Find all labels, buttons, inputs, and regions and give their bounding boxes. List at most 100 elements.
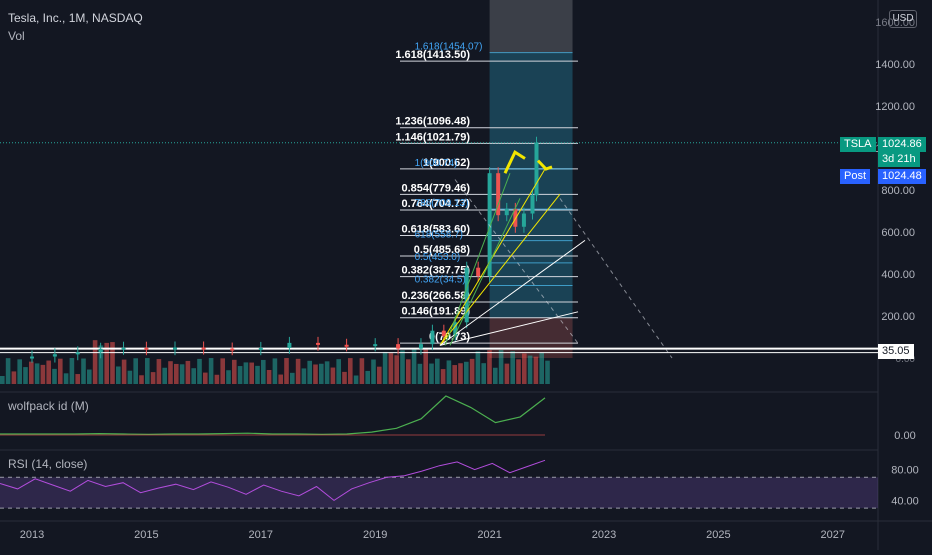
volume-bar xyxy=(185,360,191,384)
post-price-value: 1024.48 xyxy=(878,169,926,184)
candle-body xyxy=(121,347,126,350)
volume-bar xyxy=(197,358,202,384)
volume-bar xyxy=(481,363,486,384)
volume-bar xyxy=(435,358,440,384)
volume-bar xyxy=(429,363,434,384)
fib-level-label: 0.618(583.60) xyxy=(402,223,471,235)
candle-body xyxy=(487,173,492,277)
price-axis-label: 0.00 xyxy=(896,354,916,365)
trend-line xyxy=(444,173,511,346)
volume-bar xyxy=(40,364,46,384)
candle-body xyxy=(430,330,435,345)
volume-bar xyxy=(510,351,515,384)
post-price-symbol: Post xyxy=(840,169,871,184)
price-axis-label: 600.00 xyxy=(881,227,915,239)
volume-bar xyxy=(272,358,278,384)
candle-body xyxy=(530,195,535,214)
symbol-title: Tesla, Inc., 1M, NASDAQ xyxy=(8,11,143,25)
volume-bar xyxy=(400,350,405,384)
trend-line xyxy=(449,198,521,346)
volume-bar xyxy=(319,363,324,384)
volume-bar xyxy=(63,373,69,384)
volume-bar xyxy=(208,358,214,384)
volume-bar xyxy=(284,358,289,384)
volume-bar xyxy=(174,363,179,384)
volume-bar xyxy=(458,363,463,384)
secondary-fib-label: 0.5(453.0) xyxy=(415,252,461,263)
wolfpack-axis-label: 0.00 xyxy=(894,430,915,442)
candle-body xyxy=(464,267,469,323)
volume-bar xyxy=(452,365,457,384)
volume-bar xyxy=(348,358,353,384)
volume-bar xyxy=(522,353,527,384)
volume-bar xyxy=(127,370,133,384)
fib-level-label: 0.764(704.77) xyxy=(402,198,471,210)
volume-bar xyxy=(353,375,359,384)
trend-line xyxy=(439,239,586,346)
candle-body xyxy=(201,347,206,350)
volume-bar xyxy=(179,364,185,384)
volume-bar xyxy=(75,374,80,384)
volume-bar xyxy=(493,367,498,384)
rsi-line xyxy=(0,459,546,502)
volume-bar xyxy=(423,348,428,384)
volume-bar xyxy=(469,358,475,384)
volume-bar xyxy=(69,358,75,384)
dashed-projection xyxy=(454,179,579,344)
volume-bar xyxy=(307,360,312,384)
fib-level-label: 1.146(1021.79) xyxy=(395,131,470,143)
trend-line xyxy=(439,193,561,346)
volume-bar xyxy=(336,359,341,384)
volume-bar xyxy=(516,359,521,384)
price-axis-bg xyxy=(878,0,932,550)
fib-level-label: 0.854(779.46) xyxy=(402,182,471,194)
volume-bar xyxy=(0,376,5,384)
bar-countdown: 3d 21h xyxy=(878,152,920,167)
volume-bar xyxy=(34,363,40,384)
volume-bar xyxy=(121,359,127,384)
candle-body xyxy=(287,342,292,348)
volume-bar xyxy=(214,374,220,384)
candle-body xyxy=(316,342,320,345)
candle-body xyxy=(396,344,401,349)
volume-bar xyxy=(191,368,196,384)
candle-body xyxy=(441,330,446,337)
hand-drawn-mark xyxy=(536,159,553,171)
secondary-fib-label: 618(558.7) xyxy=(415,230,463,241)
candle-body xyxy=(30,356,34,359)
level-price-tag: 35.05 xyxy=(878,344,914,359)
volume-bar xyxy=(417,363,423,384)
candle-body xyxy=(258,347,263,350)
volume-bar xyxy=(162,367,167,384)
last-price-symbol: TSLA xyxy=(840,137,876,152)
volume-bar xyxy=(290,372,295,384)
volume-bar xyxy=(475,351,481,384)
wolfpack-pane-title: wolfpack id (M) xyxy=(8,399,89,413)
dashed-projection xyxy=(559,198,673,359)
volume-bar xyxy=(220,358,225,384)
candle-body xyxy=(75,352,80,355)
candle-body xyxy=(230,348,235,351)
volume-bar xyxy=(313,364,318,384)
volume-bar xyxy=(365,370,370,384)
candle-body xyxy=(521,213,526,227)
volume-bar xyxy=(411,348,417,384)
volume-bar xyxy=(150,372,156,384)
time-axis-label: 2025 xyxy=(706,529,730,541)
fib-level-label: 0.5(485.68) xyxy=(414,244,471,256)
volume-bar xyxy=(324,361,330,384)
volume-bar xyxy=(11,371,17,384)
candle-body xyxy=(453,322,458,337)
volume-bar xyxy=(249,362,254,384)
currency-button[interactable]: USD xyxy=(889,10,917,28)
volume-bar xyxy=(359,358,365,384)
price-axis-label: 800.00 xyxy=(881,185,915,197)
trend-line xyxy=(439,311,579,346)
candle-body xyxy=(173,347,177,350)
volume-bar xyxy=(533,356,539,384)
volume-bar xyxy=(168,361,173,384)
rsi-axis-label: 40.00 xyxy=(891,495,919,507)
volume-bar xyxy=(295,358,301,384)
volume-bar xyxy=(156,359,162,384)
